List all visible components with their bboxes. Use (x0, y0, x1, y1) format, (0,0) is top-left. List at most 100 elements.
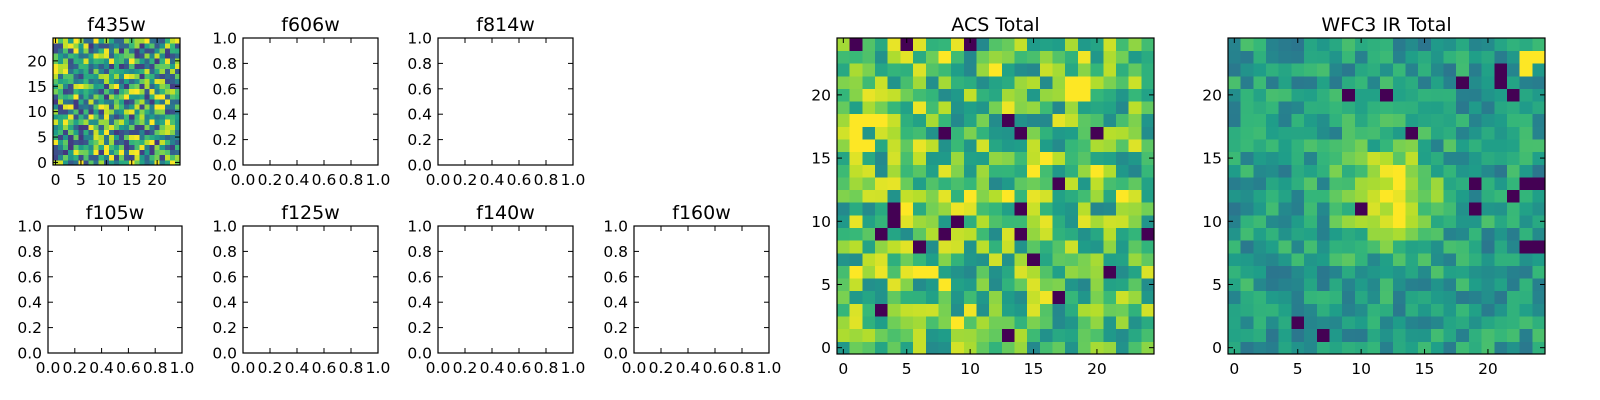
x-tick-label: 0.2 (453, 171, 478, 189)
heatmap-cell (119, 48, 125, 54)
heatmap-cell (144, 53, 150, 59)
axes-frame (1227, 37, 1546, 355)
heatmap-cell (1027, 252, 1041, 266)
heatmap-cell (93, 93, 100, 100)
heatmap-cell (1418, 328, 1432, 342)
heatmap-cell (1329, 240, 1343, 254)
y-tick-label: 0.4 (212, 106, 237, 124)
heatmap-cell (913, 139, 927, 153)
heatmap-cell (1329, 50, 1343, 64)
heatmap-cell (1506, 316, 1521, 330)
heatmap-cell (1418, 63, 1432, 77)
heatmap-cell (1240, 227, 1254, 241)
heatmap-cell (119, 98, 125, 105)
heatmap-cell (837, 63, 851, 77)
heatmap-cell (1354, 265, 1368, 279)
heatmap-cell (837, 240, 851, 254)
axes-frame (52, 37, 181, 166)
ticks-f125w: 0.0 0.2 0.4 0.6 0.8 1.00.00.20.40.60.81.0 (212, 218, 390, 378)
heatmap-cell (1418, 139, 1432, 153)
heatmap-cell (174, 63, 181, 69)
heatmap-cell (93, 104, 100, 110)
heatmap-cell (1304, 63, 1318, 77)
x-tick-label: 0.2 (649, 359, 674, 377)
heatmap-cell (88, 129, 95, 135)
heatmap-cell (900, 88, 914, 102)
heatmap-cell (1468, 240, 1482, 254)
heatmap-cell (1342, 113, 1356, 127)
heatmap-cell (1052, 113, 1066, 127)
heatmap-cell (925, 113, 939, 127)
heatmap-cell (1228, 328, 1242, 342)
heatmap-cell (976, 328, 990, 342)
heatmap-cell (1115, 75, 1130, 89)
heatmap-cell (154, 134, 161, 140)
heatmap-cell (837, 50, 851, 64)
heatmap-cell (98, 149, 105, 156)
heatmap-cell (124, 154, 130, 161)
heatmap-cell (63, 144, 69, 151)
heatmap-cell (925, 316, 939, 330)
heatmap-cell (1228, 303, 1242, 317)
heatmap-cell (1519, 227, 1533, 241)
heatmap-cell (1316, 38, 1330, 52)
heatmap-cell (1443, 265, 1457, 279)
heatmap-cell (1253, 38, 1267, 52)
heatmap-cell (129, 58, 135, 64)
heatmap-cell (1316, 88, 1330, 102)
heatmap-cell (1380, 88, 1394, 102)
heatmap-cell (849, 75, 863, 89)
heatmap-cell (1027, 164, 1041, 178)
heatmap-cell (1468, 202, 1482, 216)
heatmap-cell (144, 134, 150, 140)
heatmap-cell (1367, 50, 1381, 64)
heatmap-cell (925, 139, 939, 153)
heatmap-cell (1001, 303, 1015, 317)
heatmap-cell (1141, 113, 1155, 127)
heatmap-cell (976, 240, 990, 254)
heatmap-cell (88, 124, 95, 130)
heatmap-cell (1065, 265, 1079, 279)
heatmap-cell (159, 73, 166, 80)
heatmap-cell (1468, 113, 1482, 127)
heatmap-cell (1304, 202, 1318, 216)
heatmap-cell (124, 73, 130, 80)
heatmap-cell (1103, 316, 1117, 330)
heatmap-cell (951, 189, 965, 203)
heatmap-cell (1430, 75, 1444, 89)
heatmap-cell (149, 88, 155, 95)
heatmap-cell (73, 88, 79, 95)
heatmap-cell (1316, 265, 1330, 279)
heatmap-cell (1430, 113, 1444, 127)
heatmap-cell (1494, 38, 1508, 52)
heatmap-cell (1278, 265, 1292, 279)
heatmap-cell (963, 164, 977, 178)
heatmap-cell (154, 109, 161, 115)
heatmap-cell (1304, 126, 1318, 140)
heatmap-cell (134, 63, 140, 69)
heatmap-cell (1039, 316, 1053, 330)
heatmap-cell (119, 134, 125, 140)
heatmap-cell (144, 78, 150, 85)
heatmap-cell (1418, 252, 1432, 266)
heatmap-cell (1304, 88, 1318, 102)
heatmap-cell (1052, 75, 1066, 89)
heatmap-cell (1430, 303, 1444, 317)
heatmap-cell (951, 290, 965, 304)
heatmap-cell (989, 113, 1003, 127)
heatmap-cell (1430, 139, 1444, 153)
heatmap-cell (1430, 164, 1444, 178)
heatmap-cell (159, 58, 166, 64)
heatmap-cell (1278, 240, 1292, 254)
heatmap-cell (1014, 290, 1028, 304)
heatmap-cell (1443, 151, 1457, 165)
heatmap-cell (1532, 101, 1546, 115)
heatmap-cell (53, 114, 59, 120)
heatmap-cell (1027, 227, 1041, 241)
heatmap-cell (837, 164, 851, 178)
heatmap-cell (1014, 303, 1028, 317)
heatmap-cell (1405, 202, 1419, 216)
heatmap-cell (1405, 139, 1419, 153)
heatmap-cell (951, 63, 965, 77)
